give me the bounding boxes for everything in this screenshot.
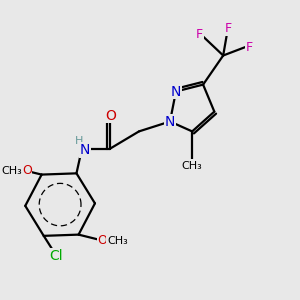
Text: CH₃: CH₃ [107,236,128,246]
Text: F: F [225,22,233,35]
Text: O: O [105,109,116,122]
Text: O: O [22,164,32,178]
Text: O: O [98,234,108,247]
Text: F: F [246,40,253,54]
Text: F: F [196,28,203,41]
Text: H: H [75,136,83,146]
Text: Cl: Cl [50,249,63,262]
Text: CH₃: CH₃ [2,166,22,176]
Text: N: N [165,115,175,128]
Text: N: N [171,85,181,98]
Text: CH₃: CH₃ [182,160,202,171]
Text: N: N [80,143,90,157]
